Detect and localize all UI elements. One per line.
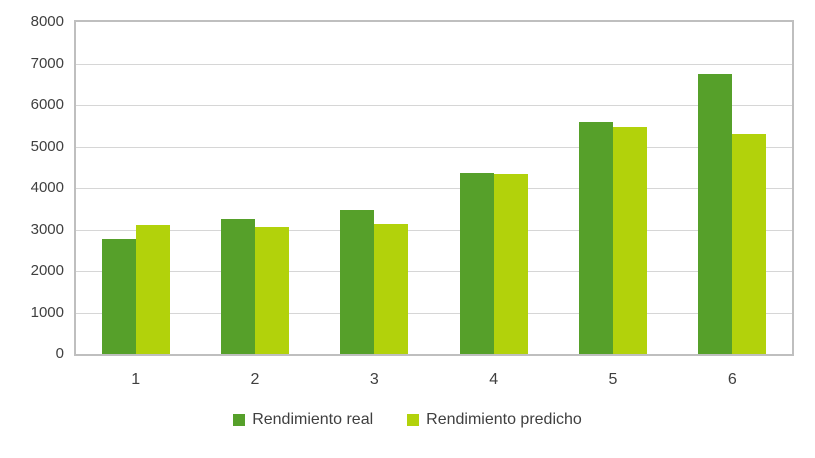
gridline-4000 bbox=[76, 188, 792, 189]
bar-real-6 bbox=[698, 74, 732, 354]
y-axis-label-1000: 1000 bbox=[30, 303, 64, 321]
x-axis-label-5: 5 bbox=[608, 371, 618, 388]
bar-predicho-5 bbox=[613, 127, 647, 354]
y-axis-label-0: 0 bbox=[55, 345, 64, 362]
y-axis-label-4000: 4000 bbox=[30, 179, 64, 196]
y-axis-label-3000: 3000 bbox=[30, 220, 64, 238]
gridline-6000 bbox=[76, 105, 792, 106]
y-axis-label-5000: 5000 bbox=[30, 137, 64, 155]
legend-label-real: Rendimiento real bbox=[252, 411, 374, 428]
x-axis-label-6: 6 bbox=[727, 371, 737, 388]
legend-label-predicho: Rendimiento predicho bbox=[426, 411, 582, 428]
gridline-2000 bbox=[76, 271, 792, 272]
bar-predicho-2 bbox=[255, 227, 289, 354]
legend: Rendimiento real Rendimiento predicho bbox=[0, 411, 815, 429]
bar-predicho-4 bbox=[494, 174, 528, 354]
x-axis-label-2: 2 bbox=[250, 371, 260, 388]
x-axis-label-4: 4 bbox=[489, 371, 499, 388]
bar-real-2 bbox=[221, 219, 255, 354]
y-axis-label-2000: 2000 bbox=[30, 262, 64, 279]
x-axis-label-1: 1 bbox=[131, 371, 141, 388]
y-axis-label-8000: 8000 bbox=[30, 13, 64, 30]
legend-swatch-real-icon bbox=[233, 414, 246, 426]
y-axis-label-7000: 7000 bbox=[30, 54, 64, 72]
bar-real-3 bbox=[340, 210, 374, 354]
plot-area bbox=[74, 20, 794, 356]
gridline-1000 bbox=[76, 312, 792, 314]
gridline-3000 bbox=[76, 229, 792, 231]
y-axis-label-6000: 6000 bbox=[30, 96, 64, 113]
gridline-5000 bbox=[76, 146, 792, 148]
legend-item-rendimiento-real: Rendimiento real bbox=[233, 411, 373, 429]
legend-item-rendimiento-predicho: Rendimiento predicho bbox=[407, 411, 582, 429]
legend-swatch-predicho-icon bbox=[407, 414, 420, 426]
bar-real-1 bbox=[102, 239, 136, 354]
bar-real-5 bbox=[579, 122, 613, 354]
bar-predicho-3 bbox=[374, 224, 408, 354]
gridline-7000 bbox=[76, 63, 792, 65]
x-axis-label-3: 3 bbox=[369, 371, 379, 388]
bar-real-4 bbox=[460, 173, 494, 354]
bar-predicho-1 bbox=[136, 225, 170, 354]
bar-predicho-6 bbox=[732, 134, 766, 354]
